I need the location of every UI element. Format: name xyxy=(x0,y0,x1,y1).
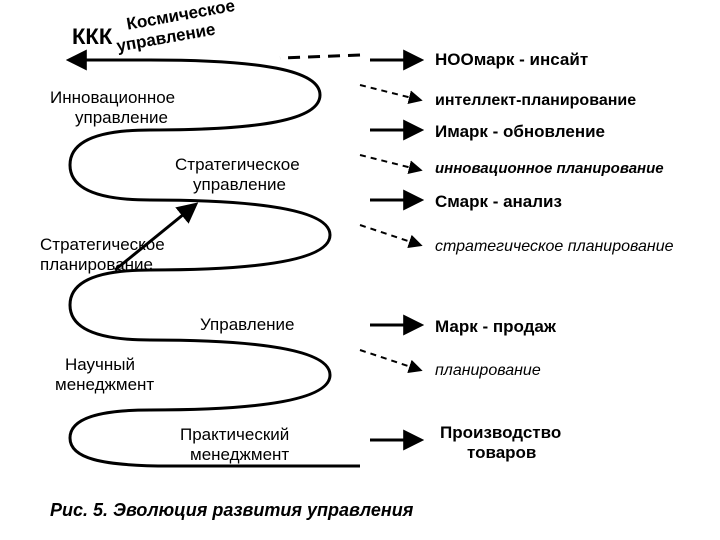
diagram-stage: ККК Космическое управление Инновационное… xyxy=(0,0,720,540)
label-intel: интеллект-планирование xyxy=(435,92,636,110)
dashed-arrow-3 xyxy=(360,350,420,370)
label-strat-plan-2: планирование xyxy=(40,255,153,275)
label-mgmt: Управление xyxy=(200,315,295,335)
label-sci-2: менеджмент xyxy=(55,375,154,395)
label-strat-plan-r: стратегическое планирование xyxy=(435,238,673,256)
label-prod-2: товаров xyxy=(467,443,536,463)
label-innov-mgmt-1: Инновационное xyxy=(50,88,175,108)
label-sci-1: Научный xyxy=(65,355,135,375)
dashed-arrow-0 xyxy=(360,85,420,100)
label-strat-mgmt-2: управление xyxy=(193,175,286,195)
serpentine-dashed-lead xyxy=(280,55,360,58)
right-arrows-dashed xyxy=(360,85,420,370)
label-mark: Марк - продаж xyxy=(435,317,556,337)
label-plan: планирование xyxy=(435,362,541,380)
label-strat-plan-1: Стратегическое xyxy=(40,235,165,255)
label-smark: Смарк - анализ xyxy=(435,192,562,212)
label-prac-1: Практический xyxy=(180,425,289,445)
label-innov-plan: инновационное планирование xyxy=(435,160,664,177)
label-noo: НООмарк - инсайт xyxy=(435,50,588,70)
label-prac-2: менеджмент xyxy=(190,445,289,465)
label-prod-1: Производство xyxy=(440,423,561,443)
label-kkk: ККК xyxy=(72,24,112,49)
label-imark: Имарк - обновление xyxy=(435,122,605,142)
label-strat-mgmt-1: Стратегическое xyxy=(175,155,300,175)
dashed-arrow-2 xyxy=(360,225,420,245)
right-arrows-solid xyxy=(370,60,420,440)
figure-caption: Рис. 5. Эволюция развития управления xyxy=(50,500,413,521)
dashed-arrow-1 xyxy=(360,155,420,170)
label-innov-mgmt-2: управление xyxy=(75,108,168,128)
